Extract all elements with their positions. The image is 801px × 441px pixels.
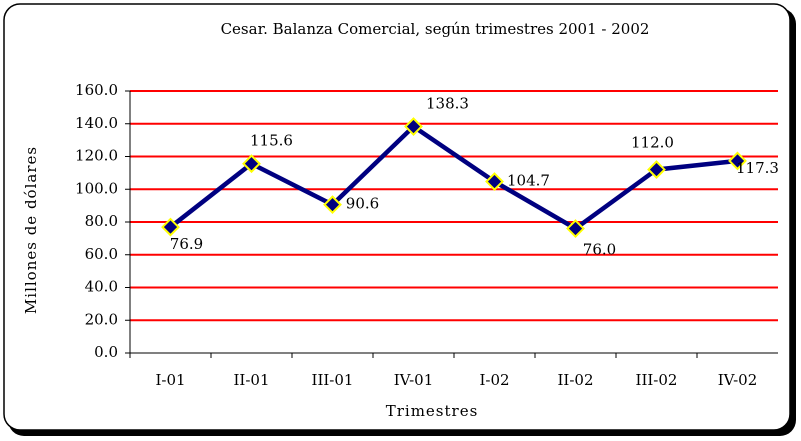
y-tick-label: 80.0 [85, 212, 118, 230]
y-tick-label: 60.0 [85, 245, 118, 263]
marker [404, 117, 423, 136]
marker [161, 217, 180, 237]
y-tick-label: 120.0 [75, 147, 118, 165]
x-tick-label: IV-02 [718, 371, 758, 389]
x-tick-label: I-01 [155, 371, 185, 389]
y-tick-label: 0.0 [94, 343, 118, 361]
y-axis-title: Millones de dólares [22, 146, 40, 314]
x-tick-label: II-02 [557, 371, 593, 389]
data-label: 76.9 [170, 235, 203, 253]
x-tick-label: III-02 [636, 371, 678, 389]
data-label: 115.6 [250, 132, 293, 150]
marker [647, 160, 666, 180]
y-tick-label: 160.0 [75, 81, 118, 99]
marker [242, 154, 261, 174]
x-axis-title: Trimestres [386, 402, 479, 420]
data-label: 104.7 [507, 172, 550, 190]
marker [323, 195, 342, 215]
x-tick-label: III-01 [312, 371, 354, 389]
marker [566, 219, 585, 238]
data-label: 112.0 [631, 134, 674, 152]
y-tick-label: 20.0 [85, 310, 118, 328]
data-label: 90.6 [346, 195, 379, 213]
y-tick-label: 40.0 [85, 278, 118, 296]
chart-title: Cesar. Balanza Comercial, según trimestr… [221, 20, 650, 38]
data-label: 138.3 [426, 95, 469, 113]
y-tick-label: 140.0 [75, 114, 118, 132]
data-label: 76.0 [583, 241, 616, 259]
x-tick-label: I-02 [479, 371, 509, 389]
data-label: 117.3 [736, 159, 779, 177]
x-tick-label: IV-01 [394, 371, 434, 389]
line [169, 123, 738, 232]
x-tick-label: II-01 [233, 371, 269, 389]
frame [3, 3, 791, 431]
marker [485, 172, 504, 191]
y-tick-label: 100.0 [75, 179, 118, 197]
marker [728, 151, 747, 171]
